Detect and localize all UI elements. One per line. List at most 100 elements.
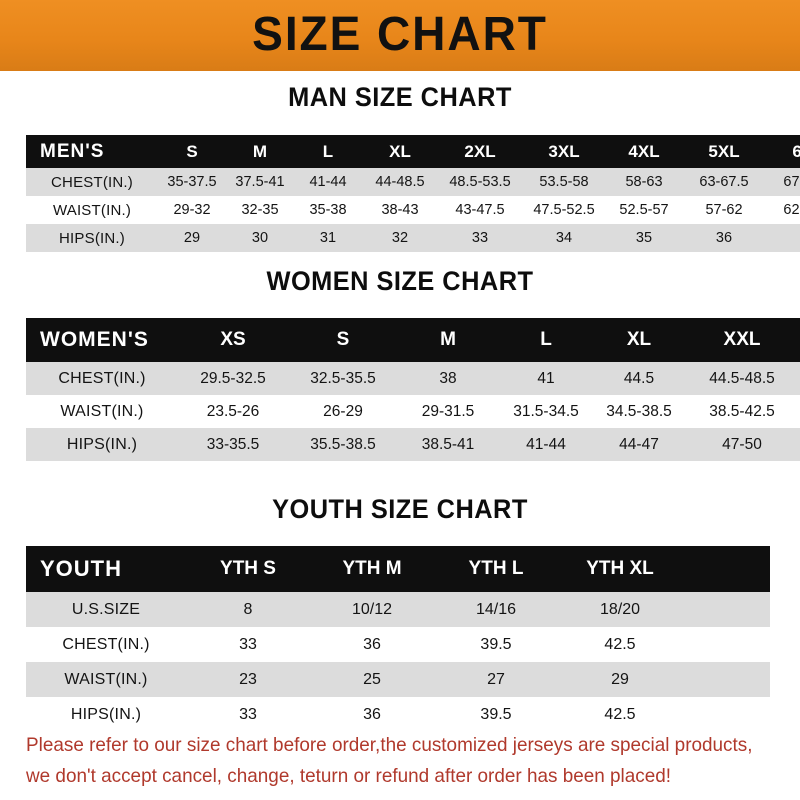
table-cell: 41-44 (309, 174, 347, 190)
table-cell: 35 (635, 230, 653, 246)
men-column-header-5: 2XL (464, 141, 496, 161)
youth-column-header-4: YTH XL (586, 558, 654, 579)
table-cell: 47.5-52.5 (533, 202, 595, 218)
table-cell: 10/12 (351, 600, 393, 618)
table-cell: 33-35.5 (206, 435, 260, 453)
table-cell: 34 (555, 230, 573, 246)
youth-size-table: YOUTH YTH S YTH M YTH L YTH XL U.S.SIZE 8 10/12… (26, 546, 770, 732)
youth-row-label: U.S.SIZE (71, 600, 141, 618)
table-cell: 27 (487, 670, 505, 688)
table-row: WAIST(IN.) 23 25 27 29 (26, 662, 770, 697)
table-row: CHEST(IN.) 29.5-32.5 32.5-35.5 38 41 44.5 44.5… (26, 362, 800, 395)
table-cell: 25 (363, 670, 381, 688)
table-cell: 26-29 (323, 402, 363, 420)
women-size-table: WOMEN'S XS S M L XL XXL CHEST(IN.) 29.5-32.5 32.5… (26, 318, 800, 461)
youth-column-header-5 (682, 546, 770, 592)
youth-row-label: HIPS(IN.) (70, 705, 142, 723)
table-cell: 37.5-41 (235, 174, 285, 190)
men-column-header-4: XL (389, 141, 411, 161)
men-column-header-3: L (322, 141, 334, 161)
table-cell: 33 (239, 705, 257, 723)
table-cell: 38 (439, 369, 457, 387)
youth-row-label: CHEST(IN.) (62, 635, 150, 653)
table-cell: 44-48.5 (375, 174, 425, 190)
table-cell: 48.5-53.5 (449, 174, 511, 190)
men-column-header-6: 3XL (548, 141, 580, 161)
table-cell: 29 (183, 230, 201, 246)
women-column-header-4: L (540, 329, 552, 350)
women-column-header-3: M (440, 329, 456, 350)
table-cell: 29-31.5 (421, 402, 475, 420)
table-row: HIPS(IN.) 33 36 39.5 42.5 (26, 697, 770, 732)
table-row: HIPS(IN.) 33-35.5 35.5-38.5 38.5-41 41-44 44-… (26, 428, 800, 461)
youth-table-header-row: YOUTH YTH S YTH M YTH L YTH XL (26, 546, 770, 592)
table-row: U.S.SIZE 8 10/12 14/16 18/20 (26, 592, 770, 627)
men-column-header-2: M (252, 141, 268, 161)
table-cell: 32 (391, 230, 409, 246)
table-cell: 41-44 (526, 435, 566, 453)
women-row-label: HIPS(IN.) (66, 435, 138, 453)
men-column-header-1: S (186, 141, 198, 161)
women-row-label: WAIST(IN.) (60, 402, 144, 420)
page-banner: SIZE CHART (0, 0, 800, 71)
men-column-header-9: 6XL (792, 141, 800, 161)
table-cell: 35.5-38.5 (310, 435, 376, 453)
table-cell: 58-63 (625, 174, 663, 190)
table-cell (682, 697, 770, 732)
men-column-header-7: 4XL (628, 141, 660, 161)
table-cell: 36 (363, 635, 381, 653)
table-row: HIPS(IN.) 29 30 31 32 33 34 35 36 37 (26, 224, 800, 252)
table-cell: 35-37.5 (167, 174, 217, 190)
order-policy-note: Please refer to our size chart before or… (26, 730, 755, 792)
table-cell: 31 (319, 230, 337, 246)
table-cell: 63-67.5 (699, 174, 749, 190)
table-cell: 14/16 (475, 600, 517, 618)
table-cell: 34.5-38.5 (606, 402, 672, 420)
women-column-header-1: XS (220, 329, 246, 350)
table-cell: 37 (766, 224, 800, 252)
men-column-header-8: 5XL (708, 141, 740, 161)
table-cell (682, 627, 770, 662)
table-cell: 42.5 (604, 635, 636, 653)
table-cell: 52.5-57 (619, 202, 669, 218)
section-title-man: MAN SIZE CHART (288, 82, 512, 112)
women-table-header-row: WOMEN'S XS S M L XL XXL (26, 318, 800, 362)
table-cell: 30 (251, 230, 269, 246)
table-cell: 57-62 (705, 202, 743, 218)
table-cell: 18/20 (599, 600, 641, 618)
table-cell: 8 (243, 600, 253, 618)
table-cell: 43-47.5 (455, 202, 505, 218)
section-title-women: WOMEN SIZE CHART (266, 266, 534, 296)
table-cell: 42.5 (604, 705, 636, 723)
table-cell: 47-50 (722, 435, 762, 453)
women-header-label: WOMEN'S (40, 328, 149, 351)
table-row: CHEST(IN.) 35-37.5 37.5-41 41-44 44-48.5 48.5… (26, 168, 800, 196)
table-cell: 38.5-41 (421, 435, 475, 453)
table-cell: 53.5-58 (539, 174, 589, 190)
men-table-header-row: MEN'S S M L XL 2XL 3XL 4XL 5XL 6XL (26, 135, 800, 168)
women-column-header-5: XL (626, 329, 652, 350)
note-line-1: Please refer to our size chart before or… (26, 734, 753, 756)
table-cell: 39.5 (480, 705, 512, 723)
table-cell: 29.5-32.5 (200, 369, 266, 387)
table-cell (682, 592, 770, 627)
table-cell: 35-38 (309, 202, 347, 218)
table-cell: 32.5-35.5 (310, 369, 376, 387)
table-cell: 31.5-34.5 (513, 402, 579, 420)
women-column-header-2: S (336, 329, 350, 350)
youth-column-header-3: YTH L (468, 558, 524, 579)
table-cell: 29-32 (173, 202, 211, 218)
women-row-label: CHEST(IN.) (58, 369, 146, 387)
men-row-label: HIPS(IN.) (59, 229, 125, 247)
table-cell: 67.5-72 (783, 174, 800, 190)
table-cell: 36 (715, 230, 733, 246)
table-cell: 23 (239, 670, 257, 688)
table-cell (682, 662, 770, 697)
table-cell: 62-66.5 (783, 202, 800, 218)
table-cell: 41 (537, 369, 555, 387)
table-row: WAIST(IN.) 29-32 32-35 35-38 38-43 43-47.5 47.… (26, 196, 800, 224)
table-cell: 44.5-48.5 (709, 369, 775, 387)
table-cell: 23.5-26 (206, 402, 260, 420)
youth-row-label: WAIST(IN.) (64, 670, 148, 688)
